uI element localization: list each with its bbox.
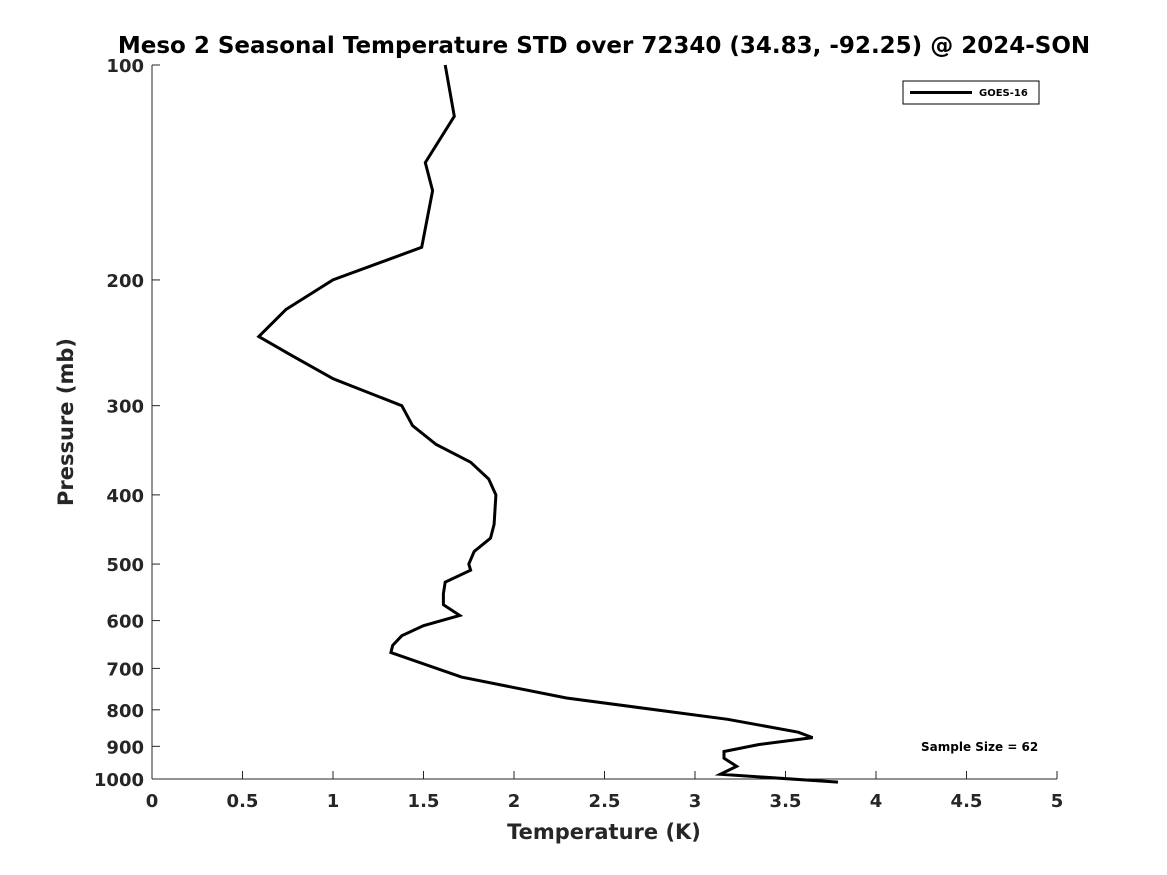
y-axis-label: Pressure (mb) [54,338,78,506]
x-tick-label: 5 [1051,791,1064,812]
x-tick-label: 2.5 [589,791,621,812]
y-tick-label: 200 [106,271,144,292]
x-tick-label: 4 [870,791,883,812]
sample-size-annotation: Sample Size = 62 [921,740,1038,754]
y-tick-label: 600 [106,612,144,633]
series-line [256,64,839,784]
x-ticks: 0 0.5 1 1.5 2 2.5 3 3.5 4 4.5 5 [146,771,1064,812]
y-tick-label: 100 [106,56,144,77]
x-tick-label: 1 [327,791,340,812]
plot-area: 0 0.5 1 1.5 2 2.5 3 3.5 4 4.5 5 100 200 300 400 500 600… [94,56,1063,812]
legend: GOES-16 [902,80,1040,105]
y-tick-label: 500 [106,555,144,576]
y-tick-label: 900 [106,737,144,758]
y-tick-label: 700 [106,659,144,680]
y-tick-label: 300 [106,397,144,418]
x-tick-label: 3 [689,791,702,812]
legend-label: GOES-16 [979,88,1028,99]
x-tick-label: 4.5 [951,791,983,812]
x-tick-label: 1.5 [408,791,440,812]
x-tick-label: 0.5 [227,791,259,812]
x-tick-label: 0 [146,791,159,812]
y-tick-label: 800 [106,701,144,722]
x-tick-label: 2 [508,791,521,812]
x-tick-label: 3.5 [770,791,802,812]
chart-title: Meso 2 Seasonal Temperature STD over 723… [118,33,1090,59]
series-group [256,64,839,784]
y-ticks: 100 200 300 400 500 600 700 800 900 1000 [94,56,160,791]
x-axis-label: Temperature (K) [507,820,701,844]
y-tick-label: 400 [106,486,144,507]
y-tick-label: 1000 [94,770,144,791]
